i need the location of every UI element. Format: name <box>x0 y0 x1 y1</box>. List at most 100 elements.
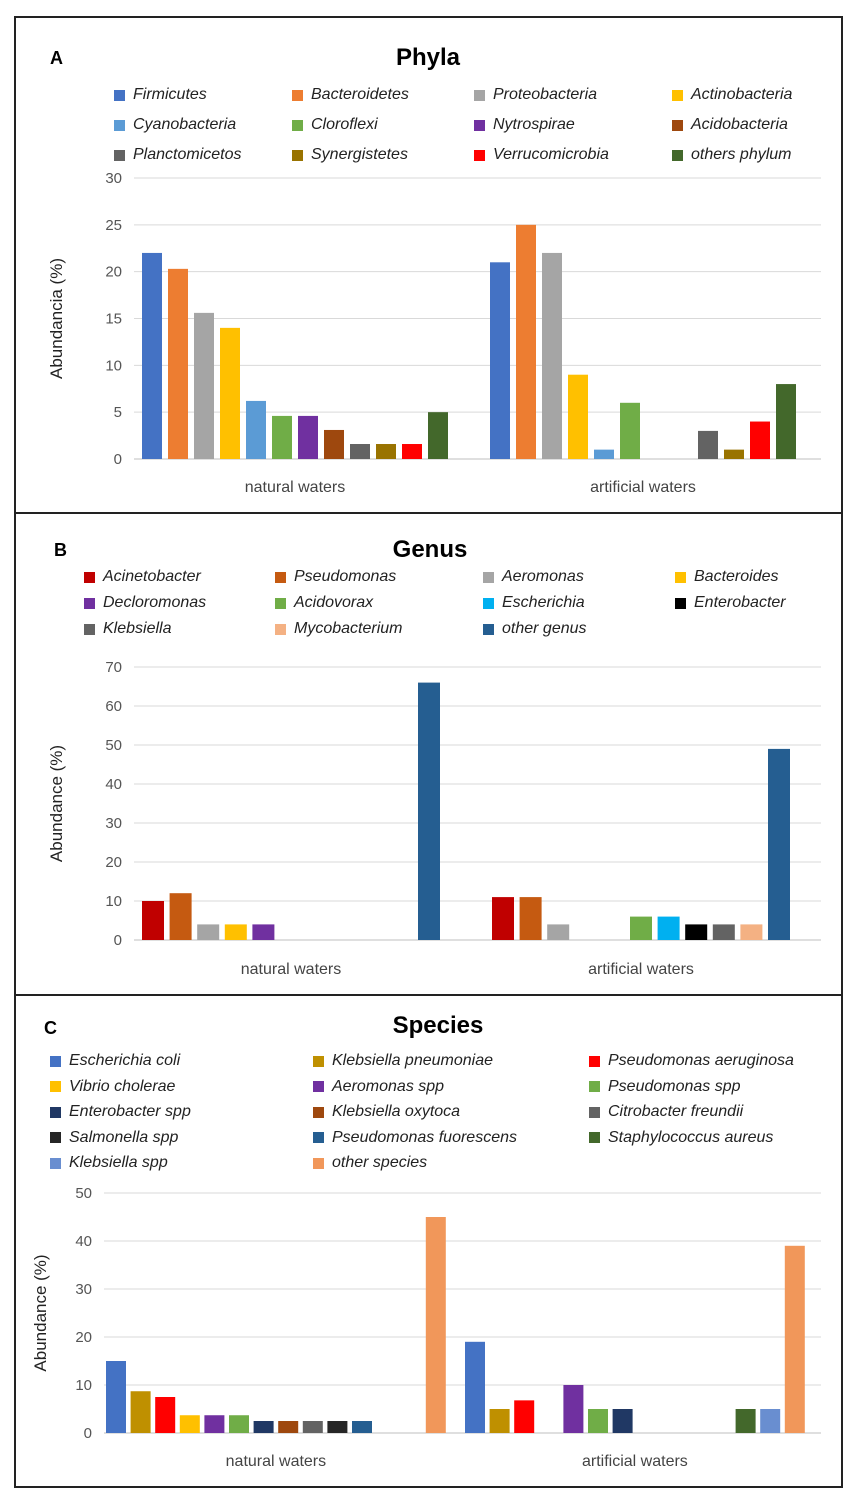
legend-swatch <box>50 1106 61 1118</box>
legend-label: other genus <box>502 620 587 637</box>
bar <box>594 449 614 459</box>
bar <box>253 1421 274 1433</box>
bar <box>169 893 192 940</box>
legend-swatch <box>474 149 485 161</box>
bar <box>278 1421 299 1433</box>
legend-item: Acidovorax <box>275 594 373 612</box>
bar <box>194 312 214 459</box>
panel-label: A <box>50 48 63 68</box>
legend-label: Acinetobacter <box>103 568 201 585</box>
chart-title: Species <box>392 1012 484 1039</box>
legend-item: Aeromonas <box>483 568 584 586</box>
bar <box>465 1341 485 1433</box>
legend-swatch <box>313 1106 324 1118</box>
legend-label: Salmonella spp <box>69 1128 179 1146</box>
legend-item: Escherichia coli <box>50 1052 180 1070</box>
legend-label: Pseudomonas spp <box>608 1077 741 1095</box>
bar <box>298 415 318 459</box>
legend-swatch <box>675 571 686 583</box>
legend-item: Acinetobacter <box>84 568 201 586</box>
bar <box>106 1361 126 1433</box>
y-tick-label: 30 <box>75 1281 92 1298</box>
y-tick-label: 20 <box>75 1329 92 1346</box>
bar <box>179 1415 200 1433</box>
bar <box>142 901 164 940</box>
y-tick-label: 50 <box>75 1185 92 1202</box>
legend-label: Pseudomonas aeruginosa <box>608 1052 794 1069</box>
legend-item: Enterobacter <box>675 594 786 612</box>
legend-item: Decloromonas <box>84 594 206 612</box>
panel-species: C Species Escherichia coli Klebsiella pne… <box>14 994 843 1488</box>
legend-label: others phylum <box>691 146 792 163</box>
legend-item: Citrobacter freundii <box>589 1103 743 1121</box>
legend-item: others phylum <box>672 146 792 164</box>
bar <box>514 1400 535 1433</box>
legend-item: other species <box>313 1154 427 1172</box>
bar <box>246 400 266 459</box>
legend-swatch <box>672 89 683 101</box>
bar <box>252 924 275 940</box>
y-axis-label: Abundance (%) <box>31 1254 50 1371</box>
bar <box>547 924 570 940</box>
bar <box>750 421 770 459</box>
legend-item: Klebsiella <box>84 620 171 638</box>
legend-label: Klebsiella oxytoca <box>332 1103 461 1120</box>
legend-swatch <box>313 1157 324 1169</box>
bar <box>735 1409 756 1433</box>
legend-item: Aeromonas spp <box>313 1078 444 1096</box>
legend-label: Aeromonas <box>502 568 584 585</box>
legend-item: Klebsiella spp <box>50 1154 168 1172</box>
legend-label: Citrobacter freundii <box>608 1103 744 1120</box>
legend-label: Cloroflexi <box>311 116 378 133</box>
bar <box>220 327 240 459</box>
x-category-label: natural waters <box>245 479 346 496</box>
legend-label: Synergistetes <box>311 146 408 163</box>
bar <box>490 262 510 459</box>
bar <box>229 1415 249 1433</box>
legend-label: Aeromonas spp <box>332 1077 445 1095</box>
bar <box>620 402 640 459</box>
legend-swatch <box>50 1081 61 1092</box>
bar <box>776 384 796 459</box>
bar <box>612 1409 633 1433</box>
bar <box>425 1217 446 1433</box>
legend-item: Vibrio cholerae <box>50 1078 175 1096</box>
bar <box>685 924 708 940</box>
legend-item: Klebsiella oxytoca <box>313 1103 460 1121</box>
legend-label: Klebsiella pneumoniae <box>332 1052 493 1069</box>
legend-swatch <box>474 119 485 131</box>
x-category-label: natural waters <box>226 1453 327 1470</box>
bar <box>657 916 680 940</box>
bar <box>204 1415 225 1433</box>
bar <box>542 252 562 459</box>
bar <box>724 449 744 459</box>
legend-swatch <box>474 89 485 101</box>
bar <box>402 444 422 459</box>
legend-label: Klebsiella <box>103 620 172 637</box>
bar <box>489 1409 510 1433</box>
y-tick-label: 10 <box>75 1377 92 1394</box>
legend-item: Enterobacter spp <box>50 1103 191 1121</box>
y-tick-label: 10 <box>105 357 122 374</box>
legend-item: Staphylococcus aureus <box>589 1129 773 1147</box>
legend-swatch <box>275 571 286 583</box>
legend-swatch <box>84 623 95 635</box>
bar <box>563 1385 584 1433</box>
legend-item: Acidobacteria <box>672 116 788 134</box>
bar <box>352 1421 372 1433</box>
bar <box>224 924 247 940</box>
y-tick-label: 30 <box>105 170 122 187</box>
legend-swatch <box>589 1132 600 1143</box>
legend-label: Planctomicetos <box>133 146 242 163</box>
legend-item: Proteobacteria <box>474 86 597 104</box>
y-tick-label: 20 <box>105 264 122 281</box>
legend-label: Enterobacter spp <box>69 1103 191 1120</box>
bar <box>492 897 514 940</box>
bar <box>428 412 448 459</box>
legend-item: Verrucomicrobia <box>474 146 609 164</box>
bar <box>568 374 588 459</box>
legend-label: Pseudomonas fuorescens <box>332 1128 517 1146</box>
bar <box>519 897 542 940</box>
bar <box>155 1397 176 1433</box>
legend-item: Pseudomonas aeruginosa <box>589 1052 794 1070</box>
